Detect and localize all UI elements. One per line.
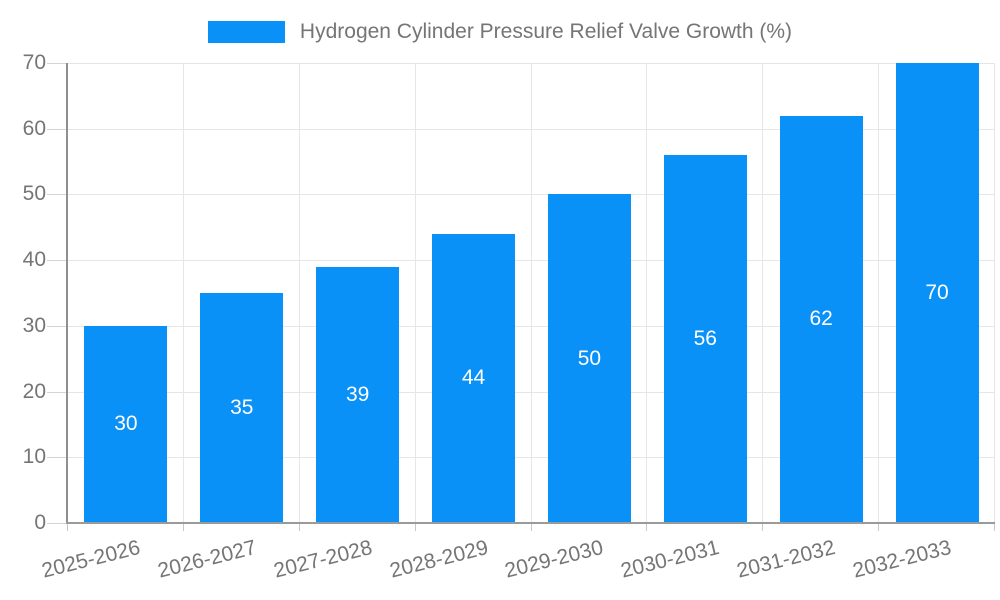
y-tick-label: 50 xyxy=(22,182,46,206)
plot-area: 0 10 20 30 40 50 60 70 30 2025-2026 35 2026-2027 39 2… xyxy=(23,51,995,583)
grid-line-h xyxy=(68,325,995,327)
y-tick-mark xyxy=(47,194,68,196)
x-tick-mark xyxy=(414,523,416,531)
x-tick-mark xyxy=(67,523,68,531)
grid-line-v xyxy=(994,63,995,523)
y-tick-label: 0 xyxy=(34,511,46,534)
legend-swatch xyxy=(207,21,285,43)
bar-value-label: 44 xyxy=(461,366,486,390)
grid-line-v xyxy=(646,63,648,523)
x-axis-line xyxy=(66,522,995,524)
y-axis-line xyxy=(66,63,68,523)
x-tick-mark xyxy=(994,523,995,531)
y-tick-mark xyxy=(47,128,68,130)
bar xyxy=(663,155,747,523)
grid-line-h xyxy=(68,457,995,459)
grid-line-v xyxy=(878,63,880,523)
x-tick-mark xyxy=(182,523,184,531)
bar-value-label: 70 xyxy=(925,281,949,304)
bar-value-label: 35 xyxy=(230,396,254,419)
grid-line-v xyxy=(762,63,764,523)
bar-value-label: 50 xyxy=(577,346,602,370)
x-tick-mark xyxy=(530,523,532,531)
legend: Hydrogen Cylinder Pressure Relief Valve … xyxy=(0,20,1000,44)
bar-value-label: 56 xyxy=(693,327,717,350)
x-tick-mark xyxy=(878,523,880,531)
bar xyxy=(895,63,979,523)
grid-line-h xyxy=(68,128,995,130)
grid-line-h xyxy=(68,260,995,262)
grid-line-v xyxy=(414,63,416,523)
bar xyxy=(547,194,631,523)
bar-value-label: 30 xyxy=(114,412,138,436)
y-tick-mark xyxy=(47,457,68,459)
x-tick-mark xyxy=(646,523,648,531)
bar-value-label: 62 xyxy=(809,307,833,331)
y-tick-mark xyxy=(47,391,68,393)
y-tick-label: 20 xyxy=(22,379,46,403)
y-tick-mark xyxy=(47,260,68,262)
y-tick-label: 70 xyxy=(22,51,46,74)
bar-value-label: 39 xyxy=(346,382,370,406)
bar xyxy=(432,233,516,523)
x-tick-mark xyxy=(298,523,300,531)
x-tick-mark xyxy=(762,523,764,531)
grid-line-v xyxy=(182,63,184,523)
bar xyxy=(316,266,400,523)
y-tick-label: 60 xyxy=(22,116,46,140)
legend-label: Hydrogen Cylinder Pressure Relief Valve … xyxy=(299,20,793,43)
y-tick-label: 10 xyxy=(22,445,46,469)
grid-line-v xyxy=(530,63,532,523)
bar xyxy=(779,115,863,523)
bar xyxy=(84,325,168,523)
bar xyxy=(200,293,284,523)
grid-line-h xyxy=(68,391,995,393)
y-tick-mark xyxy=(47,325,68,327)
grid-line-h xyxy=(68,194,995,196)
grid-line-v xyxy=(298,63,300,523)
y-tick-mark xyxy=(47,63,68,64)
y-tick-label: 40 xyxy=(22,248,46,272)
y-tick-label: 30 xyxy=(22,313,46,337)
y-tick-mark xyxy=(47,523,68,524)
grid-line-h xyxy=(68,63,995,64)
